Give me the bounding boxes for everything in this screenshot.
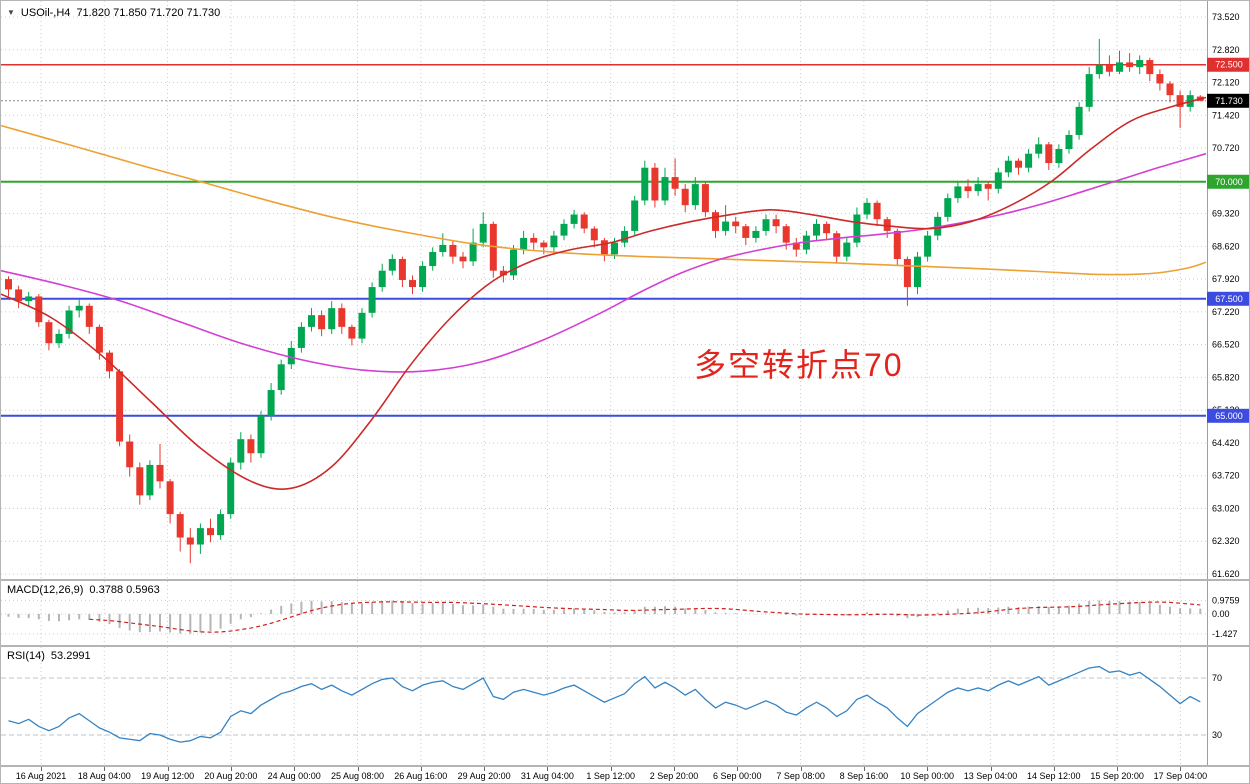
time-tick [800, 767, 802, 771]
price-axis-label: 69.320 [1212, 209, 1240, 219]
macd-axis-label: 0.00 [1212, 609, 1230, 619]
price-axis-label: 64.420 [1212, 438, 1240, 448]
svg-text:70.000: 70.000 [1215, 177, 1243, 187]
macd-values: 0.3788 0.5963 [89, 584, 160, 596]
rsi-indicator-label: RSI(14) 53.2991 [7, 650, 97, 662]
time-axis-label: 17 Sep 04:00 [1153, 771, 1208, 781]
price-axis-label: 72.120 [1212, 78, 1240, 88]
time-tick [1053, 767, 1055, 771]
svg-text:65.000: 65.000 [1215, 411, 1243, 421]
macd-axis-label: -1.427 [1212, 629, 1238, 639]
macd-axis-label: 0.9759 [1212, 595, 1240, 605]
price-axis-label: 72.820 [1212, 45, 1240, 55]
time-axis-label: 6 Sep 00:00 [713, 771, 762, 781]
time-axis-label: 8 Sep 16:00 [839, 771, 889, 781]
time-tick [610, 767, 612, 771]
price-axis-label: 63.720 [1212, 471, 1240, 481]
price-axis-label: 70.720 [1212, 143, 1240, 153]
price-axis-label: 63.020 [1212, 503, 1240, 513]
time-axis[interactable]: 16 Aug 2021 18 Aug 04:00 19 Aug 12:00 20 Au… [1, 767, 1249, 783]
panel-separator[interactable] [1, 765, 1249, 767]
price-badge: 67.500 [1207, 291, 1249, 306]
ma-slow-orange[interactable] [1, 124, 1207, 276]
time-tick [41, 767, 42, 771]
time-axis-label: 31 Aug 04:00 [520, 771, 574, 781]
time-tick [357, 767, 359, 771]
time-axis-label: 7 Sep 08:00 [776, 771, 825, 781]
grid-layer [1, 1, 1206, 579]
price-axis-label: 68.620 [1212, 241, 1240, 251]
price-axis-label: 61.620 [1212, 569, 1240, 579]
time-tick [863, 767, 865, 771]
macd-name: MACD(12,26,9) [7, 584, 84, 596]
time-axis-label: 16 Aug 2021 [15, 771, 67, 781]
time-tick [737, 767, 739, 771]
time-axis-label: 20 Aug 20:00 [204, 771, 258, 781]
time-tick [927, 767, 929, 771]
rsi-axis-label: 70 [1212, 673, 1222, 683]
chart-annotation-text[interactable]: 多空转折点70 [694, 347, 904, 383]
price-axis-label: 73.520 [1212, 12, 1240, 22]
price-axis-label: 71.420 [1212, 110, 1240, 120]
time-tick [484, 767, 486, 771]
rsi-name: RSI(14) [7, 650, 45, 662]
time-axis-label: 13 Sep 04:00 [963, 771, 1018, 781]
svg-text:71.730: 71.730 [1215, 96, 1243, 106]
macd-signal-line [89, 601, 1201, 633]
ma-mid-magenta[interactable] [1, 152, 1207, 373]
chart-title: ▼ USOil-,H4 71.820 71.850 71.720 71.730 [7, 7, 226, 19]
time-axis-label: 24 Aug 00:00 [267, 771, 321, 781]
time-axis-label: 15 Sep 20:00 [1090, 771, 1144, 781]
time-axis-label: 19 Aug 12:00 [141, 771, 195, 781]
time-axis-label: 14 Sep 12:00 [1027, 771, 1081, 781]
time-axis-label: 18 Aug 04:00 [77, 771, 131, 781]
price-badge: 72.500 [1207, 57, 1249, 72]
candles-layer[interactable] [5, 38, 1204, 564]
panel-separator[interactable] [1, 579, 1249, 581]
rsi-value: 53.2991 [50, 650, 91, 662]
price-axis-label: 67.920 [1212, 274, 1240, 284]
ohlc-values: 71.820 71.850 71.720 71.730 [76, 7, 221, 19]
time-axis-label: 1 Sep 12:00 [586, 771, 635, 781]
time-axis-label: 10 Sep 00:00 [900, 771, 954, 781]
time-tick [294, 767, 296, 771]
macd-histogram [7, 600, 1202, 634]
symbol-period-label: USOil-,H4 [20, 7, 71, 19]
time-axis-label: 2 Sep 20:00 [649, 771, 699, 781]
time-axis-label: 29 Aug 20:00 [457, 771, 511, 781]
time-tick [230, 767, 232, 771]
svg-text:67.500: 67.500 [1215, 294, 1243, 304]
time-tick [104, 767, 106, 771]
time-tick [990, 767, 992, 771]
svg-text:72.500: 72.500 [1215, 60, 1243, 70]
ma-fast-red[interactable] [1, 96, 1207, 490]
time-tick [1117, 767, 1119, 771]
time-tick [420, 767, 422, 771]
rsi-panel[interactable]: 70 30 [1, 647, 1250, 765]
rsi-line [8, 665, 1201, 743]
time-tick [167, 767, 169, 771]
price-badge: 65.000 [1207, 408, 1249, 423]
panel-separator[interactable] [1, 645, 1249, 647]
price-badge: 70.000 [1207, 174, 1249, 189]
price-axis-label: 66.520 [1212, 340, 1240, 350]
time-tick [674, 767, 675, 771]
price-axis-label: 62.320 [1212, 536, 1240, 546]
price-badge: 71.730 [1207, 93, 1249, 108]
macd-panel[interactable]: 0.9759 0.00 -1.427 [1, 581, 1250, 645]
collapse-arrow-icon[interactable]: ▼ [7, 8, 15, 17]
time-axis-label: 25 Aug 08:00 [330, 771, 385, 781]
rsi-axis-label: 30 [1212, 730, 1222, 740]
price-axis-label: 67.220 [1212, 307, 1240, 317]
time-axis-label: 26 Aug 16:00 [394, 771, 448, 781]
time-tick [1180, 767, 1182, 771]
main-chart[interactable]: 73.52072.82072.12071.42070.72070.02069.3… [1, 1, 1250, 579]
price-axis-label: 65.820 [1212, 372, 1240, 382]
macd-indicator-label: MACD(12,26,9) 0.3788 0.5963 [7, 584, 166, 596]
price-axis-separator [1207, 1, 1208, 783]
time-tick [547, 767, 549, 771]
